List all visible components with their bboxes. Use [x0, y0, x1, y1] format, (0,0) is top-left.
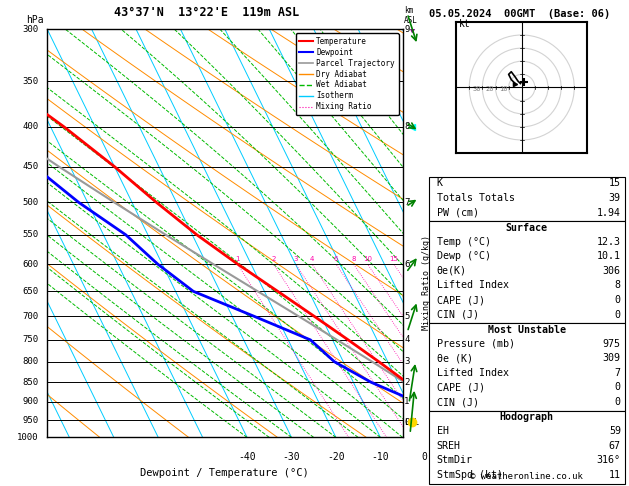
Text: 6: 6: [334, 256, 338, 262]
Text: 5: 5: [404, 312, 409, 321]
Bar: [429, 221, 625, 323]
Text: 800: 800: [22, 357, 38, 366]
Text: CIN (J): CIN (J): [437, 397, 479, 407]
Text: 67: 67: [609, 441, 621, 451]
Bar: [429, 411, 625, 484]
Text: Pressure (mb): Pressure (mb): [437, 339, 515, 349]
Text: -40: -40: [238, 451, 256, 462]
Text: 20: 20: [486, 87, 494, 92]
Text: 0: 0: [615, 310, 621, 320]
Text: hPa: hPa: [26, 15, 43, 25]
Text: kt: kt: [459, 19, 470, 29]
Text: 11: 11: [609, 470, 621, 480]
Text: 700: 700: [22, 312, 38, 321]
Text: 309: 309: [603, 353, 621, 364]
Text: 2: 2: [271, 256, 276, 262]
Bar: [429, 177, 625, 221]
Text: 400: 400: [22, 122, 38, 131]
Text: 850: 850: [22, 378, 38, 387]
Text: 4: 4: [404, 335, 409, 345]
Text: 550: 550: [22, 230, 38, 239]
Text: 950: 950: [22, 416, 38, 424]
Text: 15: 15: [609, 178, 621, 189]
Text: 40: 40: [596, 451, 608, 462]
Text: Most Unstable: Most Unstable: [487, 325, 566, 335]
Text: -30: -30: [282, 451, 300, 462]
Text: PW (cm): PW (cm): [437, 208, 479, 218]
Text: 350: 350: [22, 77, 38, 86]
Text: Hodograph: Hodograph: [500, 412, 554, 422]
Text: 900: 900: [22, 397, 38, 406]
Text: 10: 10: [464, 451, 475, 462]
Text: EH: EH: [437, 426, 449, 436]
Legend: Temperature, Dewpoint, Parcel Trajectory, Dry Adiabat, Wet Adiabat, Isotherm, Mi: Temperature, Dewpoint, Parcel Trajectory…: [296, 33, 399, 115]
Text: 600: 600: [22, 260, 38, 269]
Text: Lifted Index: Lifted Index: [437, 280, 509, 291]
Text: 975: 975: [603, 339, 621, 349]
Text: 1: 1: [404, 397, 409, 406]
Text: 6: 6: [404, 260, 409, 269]
Text: 0: 0: [422, 451, 428, 462]
Text: Lifted Index: Lifted Index: [437, 368, 509, 378]
Text: 05.05.2024  00GMT  (Base: 06): 05.05.2024 00GMT (Base: 06): [429, 9, 610, 19]
Text: 3: 3: [294, 256, 298, 262]
Text: 1: 1: [235, 256, 240, 262]
Text: Totals Totals: Totals Totals: [437, 193, 515, 203]
Text: 450: 450: [22, 162, 38, 171]
Text: 0: 0: [615, 382, 621, 393]
Text: 30: 30: [552, 451, 564, 462]
Text: -10: -10: [372, 451, 389, 462]
Text: 43°37'N  13°22'E  119m ASL: 43°37'N 13°22'E 119m ASL: [114, 6, 300, 19]
Text: K: K: [437, 178, 443, 189]
Text: 10: 10: [499, 87, 508, 92]
Text: 15: 15: [389, 256, 398, 262]
Text: StmDir: StmDir: [437, 455, 473, 466]
Text: 39: 39: [609, 193, 621, 203]
Text: Temp (°C): Temp (°C): [437, 237, 491, 247]
Text: 0: 0: [404, 418, 409, 427]
Text: 8: 8: [352, 256, 356, 262]
Text: 300: 300: [22, 25, 38, 34]
Bar: [429, 323, 625, 411]
Text: 8: 8: [615, 280, 621, 291]
Text: km
ASL: km ASL: [404, 6, 418, 25]
Text: θe(K): θe(K): [437, 266, 467, 276]
Text: 30: 30: [472, 87, 481, 92]
Text: 59: 59: [609, 426, 621, 436]
Text: 1.94: 1.94: [597, 208, 621, 218]
Text: -20: -20: [327, 451, 345, 462]
Text: Mixing Ratio (g/kg): Mixing Ratio (g/kg): [422, 235, 431, 330]
Text: Dewp (°C): Dewp (°C): [437, 251, 491, 261]
Text: 4: 4: [310, 256, 314, 262]
Text: 0: 0: [615, 295, 621, 305]
Text: 750: 750: [22, 335, 38, 345]
Text: SREH: SREH: [437, 441, 461, 451]
Text: 9: 9: [404, 25, 409, 34]
Text: 650: 650: [22, 287, 38, 296]
Text: 10.1: 10.1: [597, 251, 621, 261]
Text: 7: 7: [615, 368, 621, 378]
Text: 500: 500: [22, 198, 38, 207]
Text: 2: 2: [404, 378, 409, 387]
Text: CIN (J): CIN (J): [437, 310, 479, 320]
Text: 306: 306: [603, 266, 621, 276]
Text: StmSpd (kt): StmSpd (kt): [437, 470, 503, 480]
Text: CAPE (J): CAPE (J): [437, 382, 485, 393]
Text: 1000: 1000: [17, 433, 38, 442]
Text: 20: 20: [508, 451, 520, 462]
Text: 7: 7: [404, 198, 409, 207]
Text: 0: 0: [615, 397, 621, 407]
Text: CAPE (J): CAPE (J): [437, 295, 485, 305]
Text: Dewpoint / Temperature (°C): Dewpoint / Temperature (°C): [140, 468, 309, 478]
Text: 8: 8: [404, 122, 409, 131]
Text: LCL: LCL: [404, 418, 420, 427]
Text: θe (K): θe (K): [437, 353, 473, 364]
Text: 316°: 316°: [597, 455, 621, 466]
Text: © weatheronline.co.uk: © weatheronline.co.uk: [470, 472, 583, 481]
Text: 3: 3: [404, 357, 409, 366]
Text: 12.3: 12.3: [597, 237, 621, 247]
Text: Surface: Surface: [506, 223, 548, 233]
Text: 10: 10: [363, 256, 372, 262]
